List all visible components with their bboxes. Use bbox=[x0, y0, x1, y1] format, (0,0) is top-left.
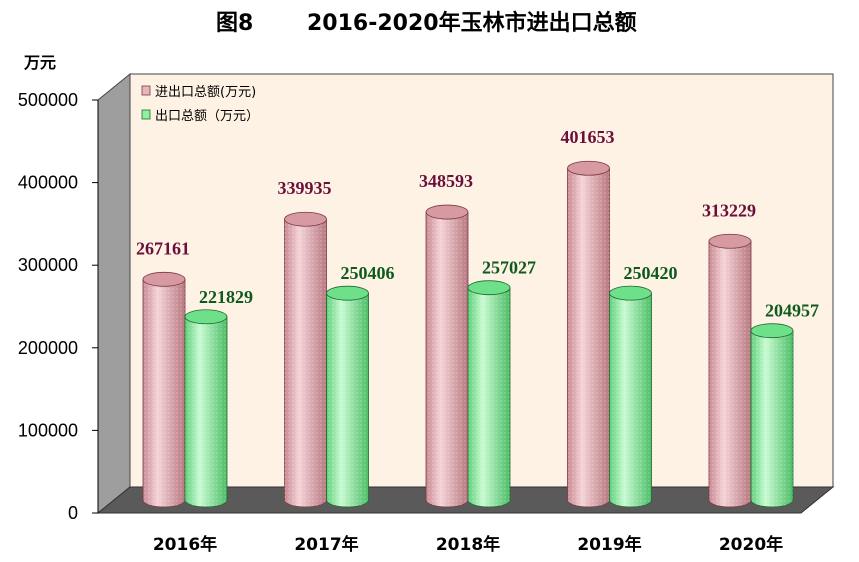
bar-total-2019年 bbox=[567, 160, 610, 508]
legend-swatch-total bbox=[141, 85, 151, 96]
legend-label-export: 出口总额（万元） bbox=[155, 109, 259, 124]
data-label-total: 339935 bbox=[278, 178, 332, 198]
bar-total-2016年 bbox=[142, 271, 186, 508]
bar-export-2020年 bbox=[750, 323, 794, 508]
data-label-export: 250420 bbox=[624, 263, 678, 283]
y-tick-label: 300000 bbox=[18, 255, 78, 275]
bars: 267161 221829 339935 250406 348593 257027 4016… bbox=[136, 127, 819, 508]
data-label-export: 221829 bbox=[199, 287, 253, 307]
x-axis-ticks: 2016年 2017年 2018年 2019年 2020年 bbox=[153, 534, 783, 555]
data-label-export: 250406 bbox=[341, 263, 395, 283]
data-label-total: 267161 bbox=[136, 238, 190, 258]
bar-total-2020年 bbox=[708, 233, 752, 508]
side-wall bbox=[97, 72, 131, 515]
bar-top bbox=[708, 233, 752, 249]
legend-label-total: 进出口总额(万元) bbox=[155, 85, 256, 100]
y-tick-label: 400000 bbox=[18, 173, 78, 193]
bar-total-2018年 bbox=[425, 204, 469, 508]
y-axis-ticks: 0 100000 200000 300000 400000 500000 bbox=[18, 90, 98, 523]
y-tick-label: 500000 bbox=[18, 90, 78, 110]
y-tick-label: 200000 bbox=[18, 338, 78, 358]
bar-texture bbox=[426, 212, 468, 507]
legend: 进出口总额(万元) 出口总额（万元） bbox=[141, 85, 259, 124]
data-label-export: 257027 bbox=[482, 258, 536, 278]
bar-top bbox=[467, 280, 511, 296]
bar-top bbox=[750, 323, 794, 339]
bar-texture bbox=[326, 293, 369, 507]
bar-top bbox=[142, 271, 186, 287]
y-tick-label: 0 bbox=[68, 503, 78, 523]
data-label-total: 313229 bbox=[702, 200, 756, 220]
bar-texture bbox=[284, 219, 327, 507]
x-tick-label: 2017年 bbox=[294, 534, 358, 555]
data-label-total: 348593 bbox=[419, 171, 473, 191]
legend-swatch-export bbox=[141, 109, 151, 120]
x-tick-label: 2020年 bbox=[719, 534, 783, 555]
x-tick-label: 2016年 bbox=[153, 534, 217, 555]
bar-total-2017年 bbox=[284, 211, 327, 508]
y-axis-unit: 万元 bbox=[23, 53, 56, 72]
bar-top bbox=[184, 309, 228, 325]
bar-top bbox=[425, 204, 469, 220]
y-tick-label: 100000 bbox=[18, 420, 78, 440]
chart-title: 2016-2020年玉林市进出口总额 bbox=[307, 10, 637, 36]
bar-export-2016年 bbox=[184, 309, 228, 508]
x-tick-label: 2019年 bbox=[577, 534, 641, 555]
bar-top bbox=[609, 285, 652, 301]
bar-export-2019年 bbox=[609, 285, 652, 508]
bar-top bbox=[567, 160, 610, 176]
bar-texture bbox=[567, 168, 610, 507]
bar-texture bbox=[468, 287, 510, 507]
bar-texture bbox=[751, 330, 793, 507]
bar-texture bbox=[609, 293, 652, 507]
bar-top bbox=[284, 211, 327, 227]
data-label-total: 401653 bbox=[561, 127, 615, 147]
data-label-export: 204957 bbox=[765, 301, 819, 321]
bar-export-2017年 bbox=[326, 285, 369, 508]
bar-texture bbox=[709, 241, 751, 508]
x-tick-label: 2018年 bbox=[436, 534, 500, 555]
bar-texture bbox=[185, 316, 227, 507]
figure-number: 图8 bbox=[216, 11, 253, 36]
bar-export-2018年 bbox=[467, 280, 511, 508]
bar-texture bbox=[143, 279, 185, 507]
bar-top bbox=[326, 285, 369, 301]
